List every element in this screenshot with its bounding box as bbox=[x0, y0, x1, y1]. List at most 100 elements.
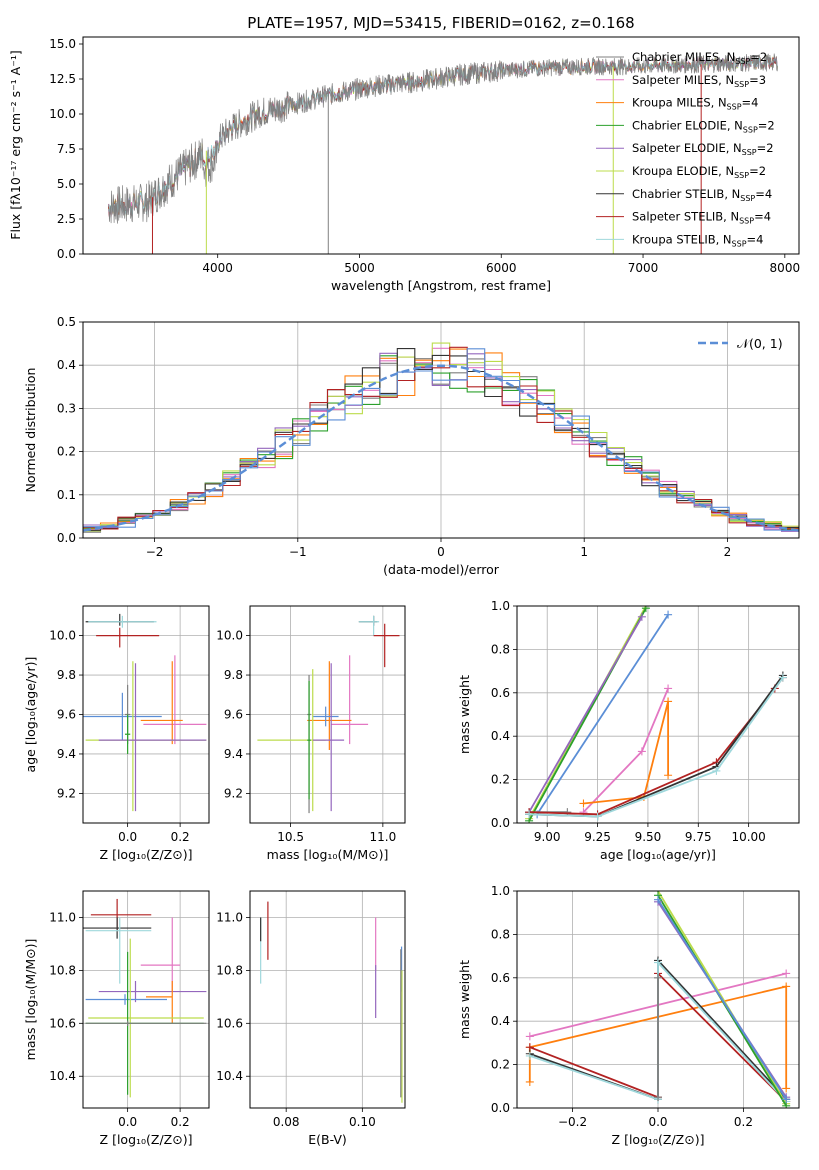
axes-frame bbox=[249, 890, 406, 1109]
legend-label: Chabrier MILES, N bbox=[632, 50, 735, 64]
weight-line-blue bbox=[657, 899, 787, 1100]
axes-frame bbox=[516, 605, 800, 824]
legend-nssp: =3 bbox=[749, 73, 766, 87]
axes-frame bbox=[82, 321, 800, 539]
weight-marker bbox=[654, 973, 662, 982]
weight-marker bbox=[525, 810, 534, 819]
y-tick-label: 0.0 bbox=[57, 247, 76, 261]
weight-marker bbox=[654, 895, 662, 904]
x-tick-label: 0.08 bbox=[273, 1115, 300, 1129]
x-tick-label: −0.2 bbox=[558, 1115, 587, 1129]
panel-weight_vs_age: 9.00 9.25 9.50 9.75 10.00 0.0 0.2 0.4 0.6 0.8 1.0 a… bbox=[457, 599, 800, 862]
legend-label: Kroupa MILES, N bbox=[632, 96, 727, 110]
weight-marker bbox=[579, 799, 588, 808]
x-tick-label: 5000 bbox=[344, 261, 375, 275]
y-tick-label: 2.5 bbox=[57, 212, 76, 226]
x-tick-label: 10.00 bbox=[731, 830, 765, 844]
x-tick-label: 10.5 bbox=[277, 830, 304, 844]
weight-marker bbox=[664, 610, 673, 619]
legend-label: Salpeter STELIB, N bbox=[632, 210, 739, 224]
axes-frame bbox=[82, 890, 210, 1109]
y-tick-label: 0.0 bbox=[491, 816, 510, 830]
weight-marker bbox=[525, 1051, 534, 1060]
y-axis-label: age [log₁₀(age/yr)] bbox=[23, 657, 38, 773]
x-tick-label: 0.10 bbox=[349, 1115, 376, 1129]
x-tick-label: 9.75 bbox=[685, 830, 712, 844]
weight-line-blue bbox=[536, 614, 669, 815]
legend-nssp: =2 bbox=[749, 164, 766, 178]
panel-mass_vs_ebv: 0.08 0.10 10.4 10.6 10.8 11.0 E(B-V) bbox=[216, 890, 406, 1147]
y-tick-label: 9.6 bbox=[57, 708, 76, 722]
x-tick-label: −1 bbox=[289, 545, 307, 559]
plot-area bbox=[260, 901, 403, 1103]
y-tick-label: 0.8 bbox=[491, 927, 510, 941]
y-tick-label: 0.0 bbox=[57, 531, 76, 545]
x-tick-label: 0.2 bbox=[171, 830, 190, 844]
y-tick-label: 11.0 bbox=[216, 910, 243, 924]
legend-nssp: =2 bbox=[758, 118, 775, 132]
chart-title: PLATE=1957, MJD=53415, FIBERID=0162, z=0… bbox=[247, 14, 634, 32]
x-tick-label: 0.0 bbox=[648, 1115, 667, 1129]
y-axis-label: Normed distribution bbox=[23, 368, 38, 493]
y-tick-label: 5.0 bbox=[57, 177, 76, 191]
legend-nssp: =4 bbox=[755, 187, 772, 201]
observed-spectrum bbox=[108, 53, 778, 224]
weight-marker bbox=[664, 697, 673, 706]
y-tick-label: 10.8 bbox=[216, 963, 243, 977]
axes-frame bbox=[516, 890, 800, 1109]
x-tick-label: 9.50 bbox=[635, 830, 662, 844]
x-axis-label: age [log₁₀(age/yr)] bbox=[600, 847, 716, 862]
weight-marker bbox=[778, 673, 787, 682]
x-tick-label: 2 bbox=[724, 545, 732, 559]
y-tick-label: 0.4 bbox=[57, 358, 76, 372]
plot-area bbox=[83, 613, 207, 812]
legend-label: Salpeter ELODIE, N bbox=[632, 141, 742, 155]
y-tick-label: 0.5 bbox=[57, 315, 76, 329]
weight-line-kroupa_stelib bbox=[529, 677, 784, 818]
weight-marker bbox=[782, 1084, 791, 1093]
x-axis-label: Z [log₁₀(Z/Z⊙)] bbox=[612, 1132, 705, 1147]
legend-entry: Kroupa ELODIE, NSSP=2 bbox=[632, 164, 766, 180]
y-tick-label: 0.3 bbox=[57, 401, 76, 415]
normal-curve bbox=[83, 364, 799, 532]
x-tick-label: 7000 bbox=[628, 261, 659, 275]
weight-marker bbox=[664, 684, 673, 693]
y-axis-label: Flux [fλ10⁻¹⁷ erg cm⁻² s⁻¹ A⁻¹] bbox=[8, 50, 23, 239]
weight-marker bbox=[637, 612, 646, 621]
y-axis-label: mass weight bbox=[457, 675, 472, 754]
weight-marker bbox=[525, 1032, 534, 1041]
y-axis-label: mass weight bbox=[457, 960, 472, 1039]
y-tick-label: 0.4 bbox=[491, 729, 510, 743]
axes-frame bbox=[249, 605, 406, 824]
legend-nssp: =2 bbox=[757, 141, 774, 155]
y-tick-label: 0.6 bbox=[491, 971, 510, 985]
y-tick-label: 9.6 bbox=[224, 708, 243, 722]
legend-entry: Salpeter STELIB, NSSP=4 bbox=[632, 210, 771, 226]
y-tick-label: 9.2 bbox=[57, 786, 76, 800]
x-tick-label: 0.2 bbox=[171, 1115, 190, 1129]
x-axis-label: Z [log₁₀(Z/Z⊙)] bbox=[100, 1132, 193, 1147]
weight-marker bbox=[593, 812, 602, 821]
weight-marker bbox=[654, 1093, 662, 1102]
legend-label: Kroupa ELODIE, N bbox=[632, 164, 734, 178]
y-tick-label: 9.4 bbox=[224, 747, 243, 761]
legend-entry: Salpeter ELODIE, NSSP=2 bbox=[632, 141, 774, 157]
y-tick-label: 12.5 bbox=[49, 72, 76, 86]
legend-subscript: SSP bbox=[732, 239, 747, 248]
x-tick-label: 0 bbox=[437, 545, 445, 559]
legend-subscript: SSP bbox=[742, 148, 757, 157]
legend-entry: Chabrier STELIB, NSSP=4 bbox=[632, 187, 772, 203]
y-tick-label: 9.8 bbox=[57, 668, 76, 682]
x-tick-label: 0.2 bbox=[734, 1115, 753, 1129]
panel-mass_vs_Z: 0.0 0.2 10.4 10.6 10.8 11.0 Z [log₁₀(Z/Z⊙)] mas… bbox=[23, 890, 210, 1147]
y-tick-label: 0.6 bbox=[491, 686, 510, 700]
x-tick-label: 9.00 bbox=[534, 830, 561, 844]
legend-subscript: SSP bbox=[735, 57, 750, 66]
y-tick-label: 10.6 bbox=[216, 1016, 243, 1030]
legend-subscript: SSP bbox=[743, 125, 758, 134]
y-tick-label: 9.2 bbox=[224, 786, 243, 800]
weight-marker bbox=[637, 747, 646, 756]
weight-marker bbox=[712, 766, 721, 775]
